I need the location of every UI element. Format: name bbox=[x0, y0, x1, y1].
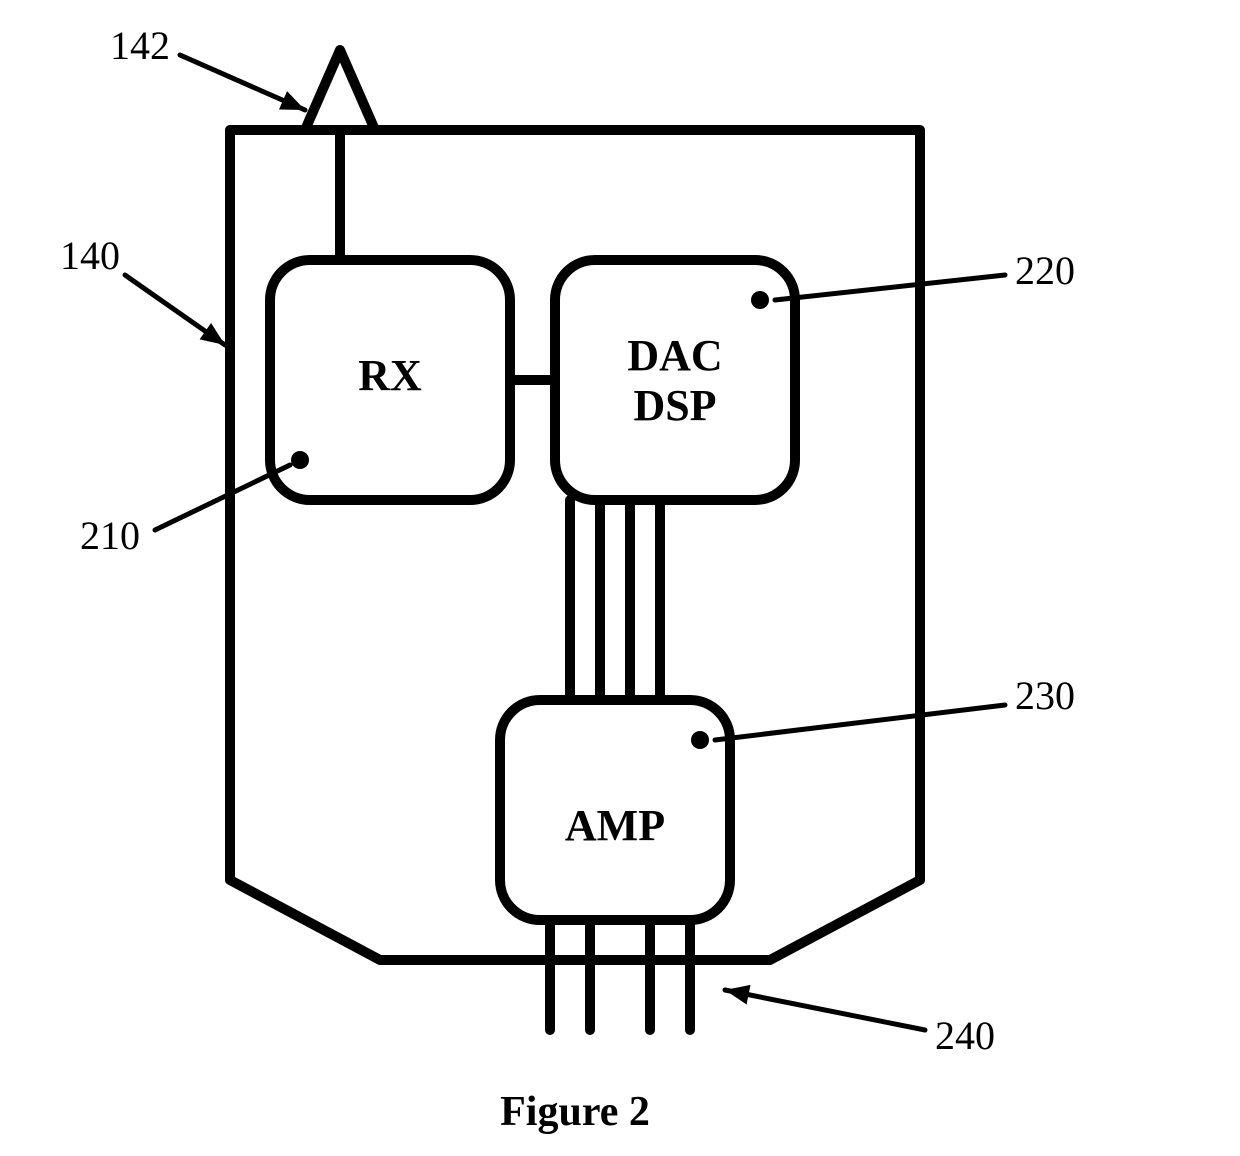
figure-caption: Figure 2 bbox=[500, 1089, 650, 1135]
label-rx: RX bbox=[358, 351, 422, 400]
dot-amp bbox=[691, 731, 709, 749]
canvas-bg bbox=[0, 0, 1240, 1156]
label-amp: AMP bbox=[565, 801, 665, 850]
ref-240-label: 240 bbox=[935, 1013, 995, 1058]
ref-142-label: 142 bbox=[110, 23, 170, 68]
ref-230-label: 230 bbox=[1015, 673, 1075, 718]
label-dac: DAC bbox=[627, 331, 722, 380]
ref-220-label: 220 bbox=[1015, 248, 1075, 293]
label-dsp: DSP bbox=[633, 381, 716, 430]
ref-140-label: 140 bbox=[60, 233, 120, 278]
ref-210-label: 210 bbox=[80, 513, 140, 558]
dot-dac-dsp bbox=[751, 291, 769, 309]
dot-rx bbox=[291, 451, 309, 469]
